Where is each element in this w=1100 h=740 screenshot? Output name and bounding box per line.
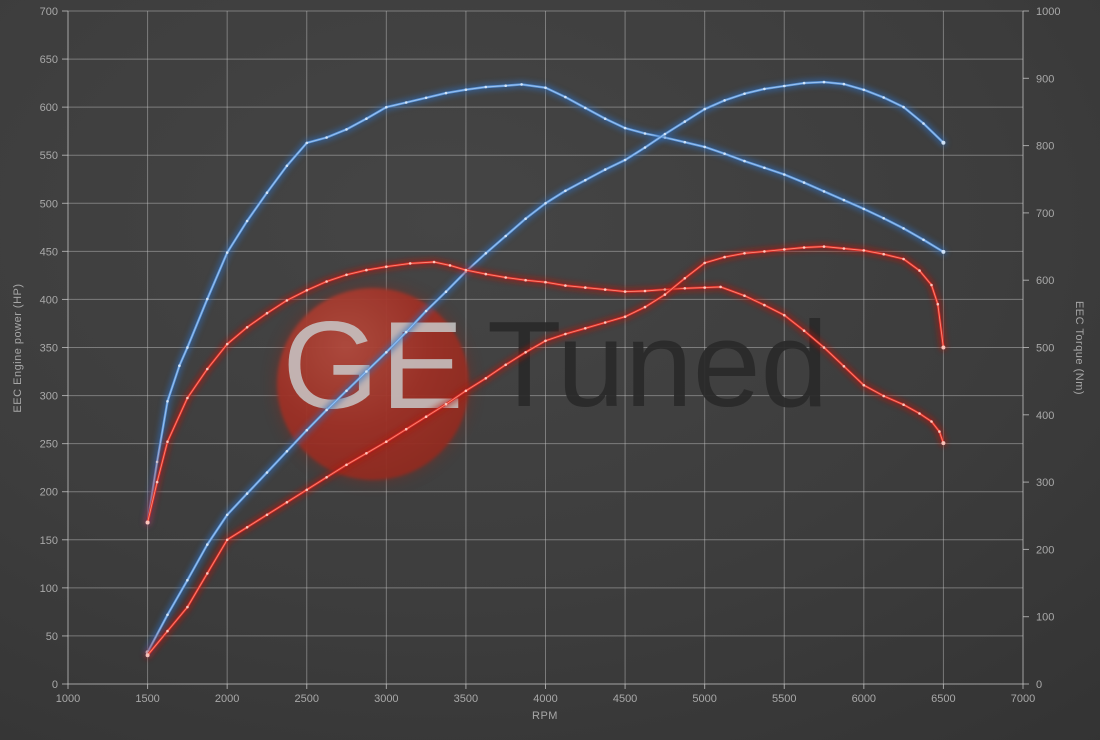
series-blue-power xyxy=(143,78,948,657)
svg-text:50: 50 xyxy=(46,631,58,643)
svg-text:150: 150 xyxy=(40,535,58,547)
svg-text:900: 900 xyxy=(1036,73,1054,85)
svg-text:250: 250 xyxy=(40,439,58,451)
svg-text:500: 500 xyxy=(1036,343,1054,355)
series-blue-torque xyxy=(143,80,948,527)
svg-text:3500: 3500 xyxy=(454,693,478,705)
svg-text:450: 450 xyxy=(40,246,58,258)
svg-text:0: 0 xyxy=(52,679,58,691)
svg-text:300: 300 xyxy=(40,391,58,403)
svg-text:600: 600 xyxy=(1036,275,1054,287)
svg-text:2000: 2000 xyxy=(215,693,239,705)
y-axis-left-title: EEC Engine power (HP) xyxy=(12,283,24,413)
svg-text:100: 100 xyxy=(40,583,58,595)
svg-text:600: 600 xyxy=(40,102,58,114)
svg-text:200: 200 xyxy=(1036,544,1054,556)
svg-text:500: 500 xyxy=(40,198,58,210)
svg-text:7000: 7000 xyxy=(1011,693,1035,705)
svg-text:100: 100 xyxy=(1036,612,1054,624)
svg-text:400: 400 xyxy=(40,294,58,306)
svg-text:300: 300 xyxy=(1036,477,1054,489)
svg-text:700: 700 xyxy=(40,6,58,18)
svg-text:1000: 1000 xyxy=(1036,6,1060,18)
x-axis-title: RPM xyxy=(532,710,558,722)
y-axis-right-title: EEC Torque (Nm) xyxy=(1073,300,1085,396)
svg-text:6000: 6000 xyxy=(852,693,876,705)
svg-text:0: 0 xyxy=(1036,679,1042,691)
svg-text:2500: 2500 xyxy=(295,693,319,705)
svg-text:1000: 1000 xyxy=(56,693,80,705)
svg-text:650: 650 xyxy=(40,54,58,66)
svg-text:700: 700 xyxy=(1036,208,1054,220)
svg-text:1500: 1500 xyxy=(135,693,159,705)
svg-text:3000: 3000 xyxy=(374,693,398,705)
svg-text:4000: 4000 xyxy=(533,693,557,705)
svg-text:400: 400 xyxy=(1036,410,1054,422)
svg-text:200: 200 xyxy=(40,487,58,499)
watermark-brand-text: Tuned xyxy=(487,296,829,432)
svg-text:6500: 6500 xyxy=(931,693,955,705)
svg-text:350: 350 xyxy=(40,343,58,355)
svg-text:550: 550 xyxy=(40,150,58,162)
svg-text:5500: 5500 xyxy=(772,693,796,705)
svg-text:800: 800 xyxy=(1036,141,1054,153)
svg-text:5000: 5000 xyxy=(692,693,716,705)
series-red-torque xyxy=(143,258,948,527)
series-red-power xyxy=(143,242,948,659)
svg-text:4500: 4500 xyxy=(613,693,637,705)
